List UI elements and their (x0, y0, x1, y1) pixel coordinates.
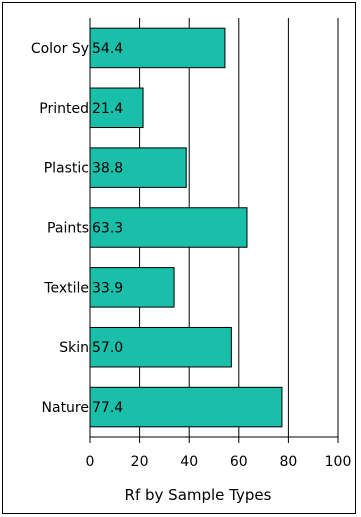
bar-nature (89, 386, 283, 428)
category-label: Plastic (44, 161, 89, 177)
category-label: Printed (39, 101, 89, 117)
category-label: Color Sy (31, 41, 89, 57)
bar-printed (89, 87, 144, 129)
value-label: 63.3 (92, 221, 123, 237)
category-labels: Color Sy Printed Plastic Paints Textile Skin N… (31, 41, 89, 416)
bar-chart: Color Sy Printed Plastic Paints Textile Skin N… (31, 18, 352, 504)
bar-color-sy (89, 27, 226, 69)
category-label: Textile (43, 280, 89, 296)
bar-plastic (89, 147, 187, 188)
category-label: Nature (42, 400, 89, 416)
x-axis-label: Rf by Sample Types (125, 486, 272, 504)
bar-skin (89, 326, 232, 368)
value-labels: 54.4 21.4 38.8 63.3 33.9 57.0 77.4 (92, 41, 123, 416)
category-label: Skin (59, 340, 89, 356)
value-label: 33.9 (92, 280, 123, 296)
bar-textile (89, 267, 175, 308)
value-label: 54.4 (92, 41, 123, 57)
value-label: 77.4 (92, 400, 123, 416)
value-label: 57.0 (92, 340, 123, 356)
x-tick-label: 40 (180, 454, 198, 470)
bars (89, 27, 283, 428)
x-ticks: 0 20 40 60 80 100 (86, 436, 352, 470)
x-tick-label: 80 (279, 454, 297, 470)
value-label: 38.8 (92, 161, 123, 177)
chart-frame: Color Sy Printed Plastic Paints Textile Skin N… (2, 2, 356, 514)
x-tick-label: 20 (131, 454, 149, 470)
value-label: 21.4 (92, 101, 123, 117)
x-tick-label: 100 (325, 454, 352, 470)
x-tick-label: 0 (86, 454, 95, 470)
bar-paints (89, 207, 248, 248)
x-tick-label: 60 (230, 454, 248, 470)
category-label: Paints (47, 221, 89, 237)
